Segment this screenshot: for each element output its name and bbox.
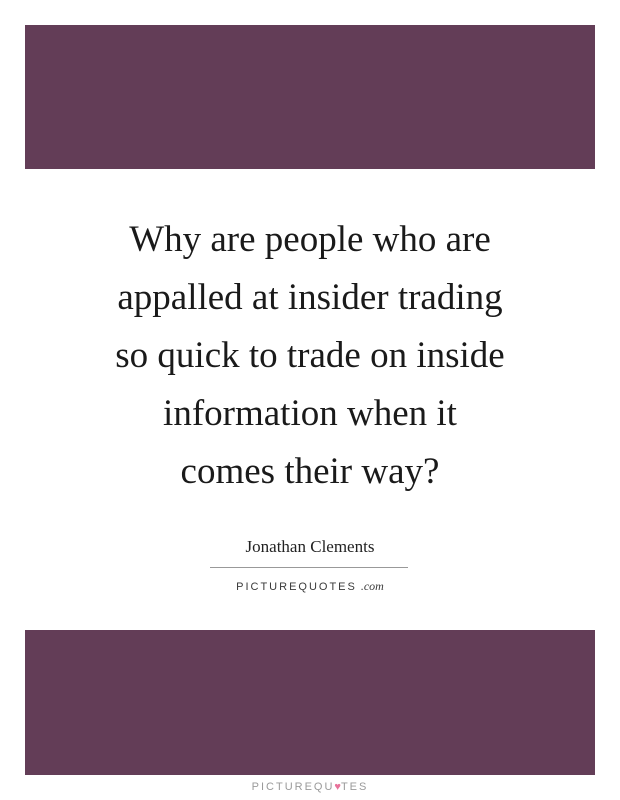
brand-wordmark-suffix: .com <box>360 579 384 593</box>
footer-wordmark-end: TES <box>340 781 369 793</box>
footer-wordmark: PICTUREQU♥TES <box>0 781 620 793</box>
quote-line: information when it <box>163 393 457 434</box>
heart-icon: ♥ <box>334 781 341 793</box>
quote-line: so quick to trade on inside <box>115 335 505 376</box>
quote-line: Why are people who are <box>129 219 491 260</box>
footer-wordmark-start: PICTUREQU <box>251 781 335 793</box>
quote-author: Jonathan Clements <box>245 537 375 556</box>
top-color-band <box>25 25 595 169</box>
divider <box>210 567 408 568</box>
bottom-color-band <box>25 630 595 775</box>
quote-line: appalled at insider trading <box>117 277 503 318</box>
quote-text: Why are people who are appalled at insid… <box>60 211 560 501</box>
brand-wordmark: PICTUREQUOTES .com <box>0 579 620 594</box>
brand-wordmark-text: PICTUREQUOTES <box>236 581 357 593</box>
quote-line: comes their way? <box>180 451 440 492</box>
